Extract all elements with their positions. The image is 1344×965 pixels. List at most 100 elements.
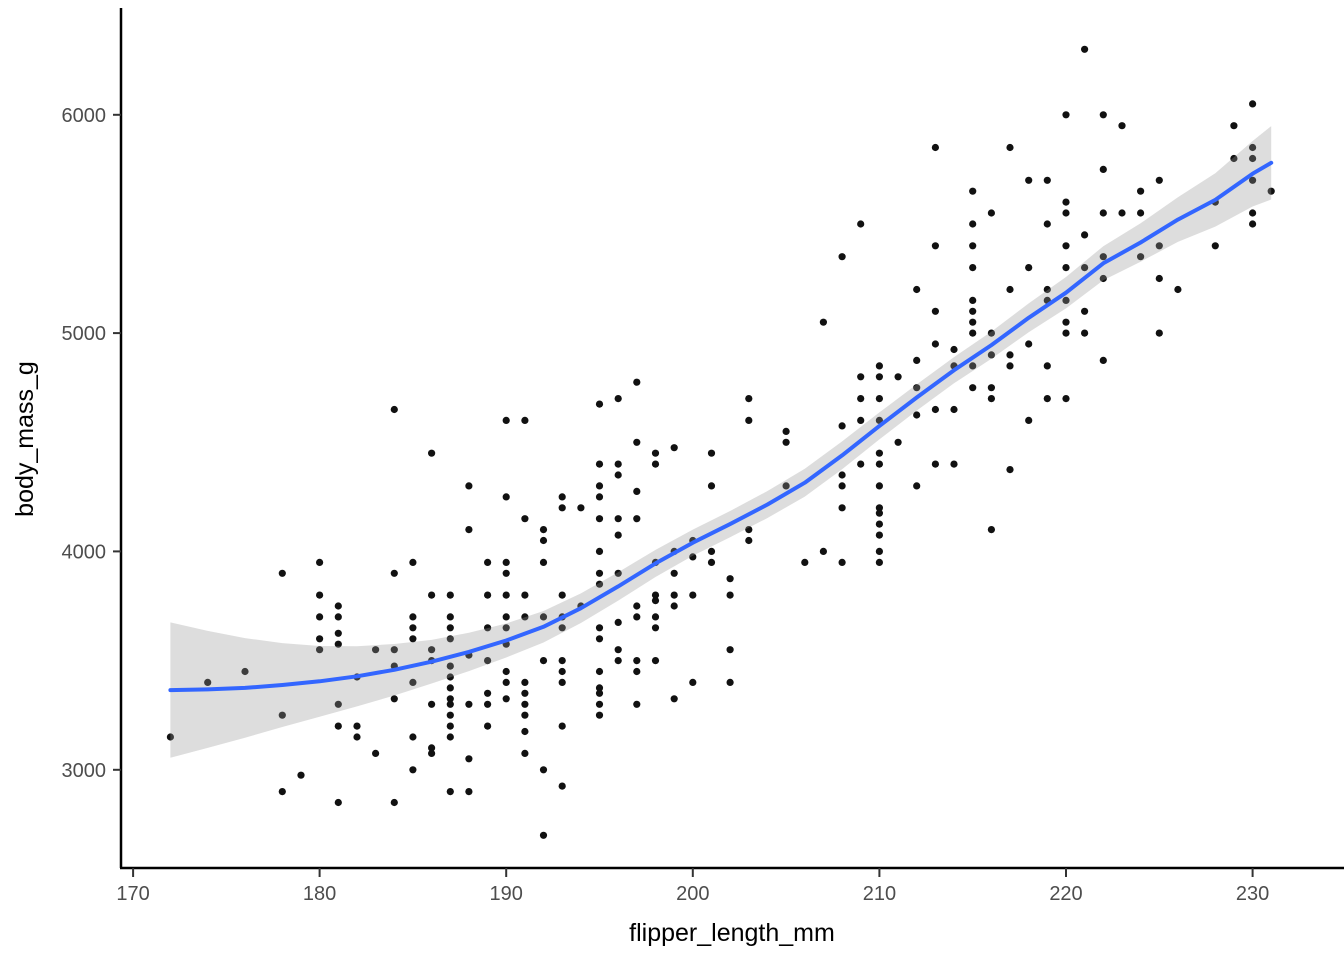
data-point	[1100, 111, 1107, 118]
data-point	[913, 286, 920, 293]
data-point	[465, 482, 472, 489]
data-point	[1062, 199, 1069, 206]
data-point	[876, 521, 883, 528]
data-point	[1025, 264, 1032, 271]
data-point	[839, 253, 846, 260]
data-point	[615, 646, 622, 653]
data-point	[1100, 166, 1107, 173]
data-point	[876, 461, 883, 468]
data-point	[876, 362, 883, 369]
data-point	[428, 750, 435, 757]
data-point	[1081, 330, 1088, 337]
data-point	[1118, 209, 1125, 216]
data-point	[447, 613, 454, 620]
data-point	[1156, 330, 1163, 337]
data-point	[596, 635, 603, 642]
data-point	[503, 695, 510, 702]
data-point	[391, 570, 398, 577]
data-point	[1006, 362, 1013, 369]
data-point	[521, 592, 528, 599]
data-point	[1062, 242, 1069, 249]
data-point	[950, 406, 957, 413]
data-point	[1118, 122, 1125, 129]
data-point	[708, 559, 715, 566]
y-tick-label: 5000	[62, 323, 107, 345]
data-point	[932, 406, 939, 413]
data-point	[895, 373, 902, 380]
data-point	[559, 592, 566, 599]
data-point	[913, 482, 920, 489]
data-point	[372, 750, 379, 757]
data-point	[521, 701, 528, 708]
data-point	[596, 401, 603, 408]
data-point	[1006, 466, 1013, 473]
data-point	[503, 493, 510, 500]
data-point	[633, 488, 640, 495]
data-point	[988, 395, 995, 402]
data-point	[484, 690, 491, 697]
data-point	[932, 461, 939, 468]
data-point	[503, 570, 510, 577]
data-point	[540, 766, 547, 773]
data-point	[1156, 177, 1163, 184]
data-point	[521, 750, 528, 757]
data-point	[540, 526, 547, 533]
data-point	[279, 788, 286, 795]
data-point	[521, 728, 528, 735]
data-point	[540, 537, 547, 544]
data-point	[1081, 308, 1088, 315]
data-point	[1044, 395, 1051, 402]
x-tick-label: 210	[863, 883, 896, 905]
data-point	[969, 384, 976, 391]
data-point	[708, 482, 715, 489]
data-point	[1212, 242, 1219, 249]
data-point	[353, 723, 360, 730]
data-point	[857, 461, 864, 468]
data-point	[969, 220, 976, 227]
data-point	[708, 548, 715, 555]
data-point	[596, 668, 603, 675]
data-point	[335, 630, 342, 637]
data-point	[1044, 220, 1051, 227]
data-point	[465, 755, 472, 762]
data-point	[335, 723, 342, 730]
data-point	[876, 395, 883, 402]
data-point	[633, 657, 640, 664]
data-point	[447, 592, 454, 599]
data-point	[559, 504, 566, 511]
data-point	[839, 504, 846, 511]
data-point	[1137, 188, 1144, 195]
data-point	[932, 340, 939, 347]
data-point	[615, 619, 622, 626]
data-point	[1025, 177, 1032, 184]
data-point	[633, 668, 640, 675]
data-point	[839, 422, 846, 429]
data-point	[820, 548, 827, 555]
data-point	[521, 690, 528, 697]
data-point	[447, 701, 454, 708]
data-point	[465, 526, 472, 533]
data-point	[409, 613, 416, 620]
data-point	[615, 515, 622, 522]
data-point	[633, 515, 640, 522]
data-point	[484, 559, 491, 566]
data-point	[335, 613, 342, 620]
data-point	[1006, 286, 1013, 293]
data-point	[615, 395, 622, 402]
y-tick-label: 3000	[62, 760, 107, 782]
data-point	[1062, 264, 1069, 271]
data-point	[297, 772, 304, 779]
data-point	[671, 695, 678, 702]
data-point	[540, 657, 547, 664]
data-point	[316, 635, 323, 642]
data-point	[1249, 209, 1256, 216]
data-point	[876, 373, 883, 380]
data-point	[1044, 177, 1051, 184]
data-point	[409, 559, 416, 566]
data-point	[857, 220, 864, 227]
y-tick-label: 6000	[62, 105, 107, 127]
data-point	[969, 242, 976, 249]
data-point	[559, 783, 566, 790]
